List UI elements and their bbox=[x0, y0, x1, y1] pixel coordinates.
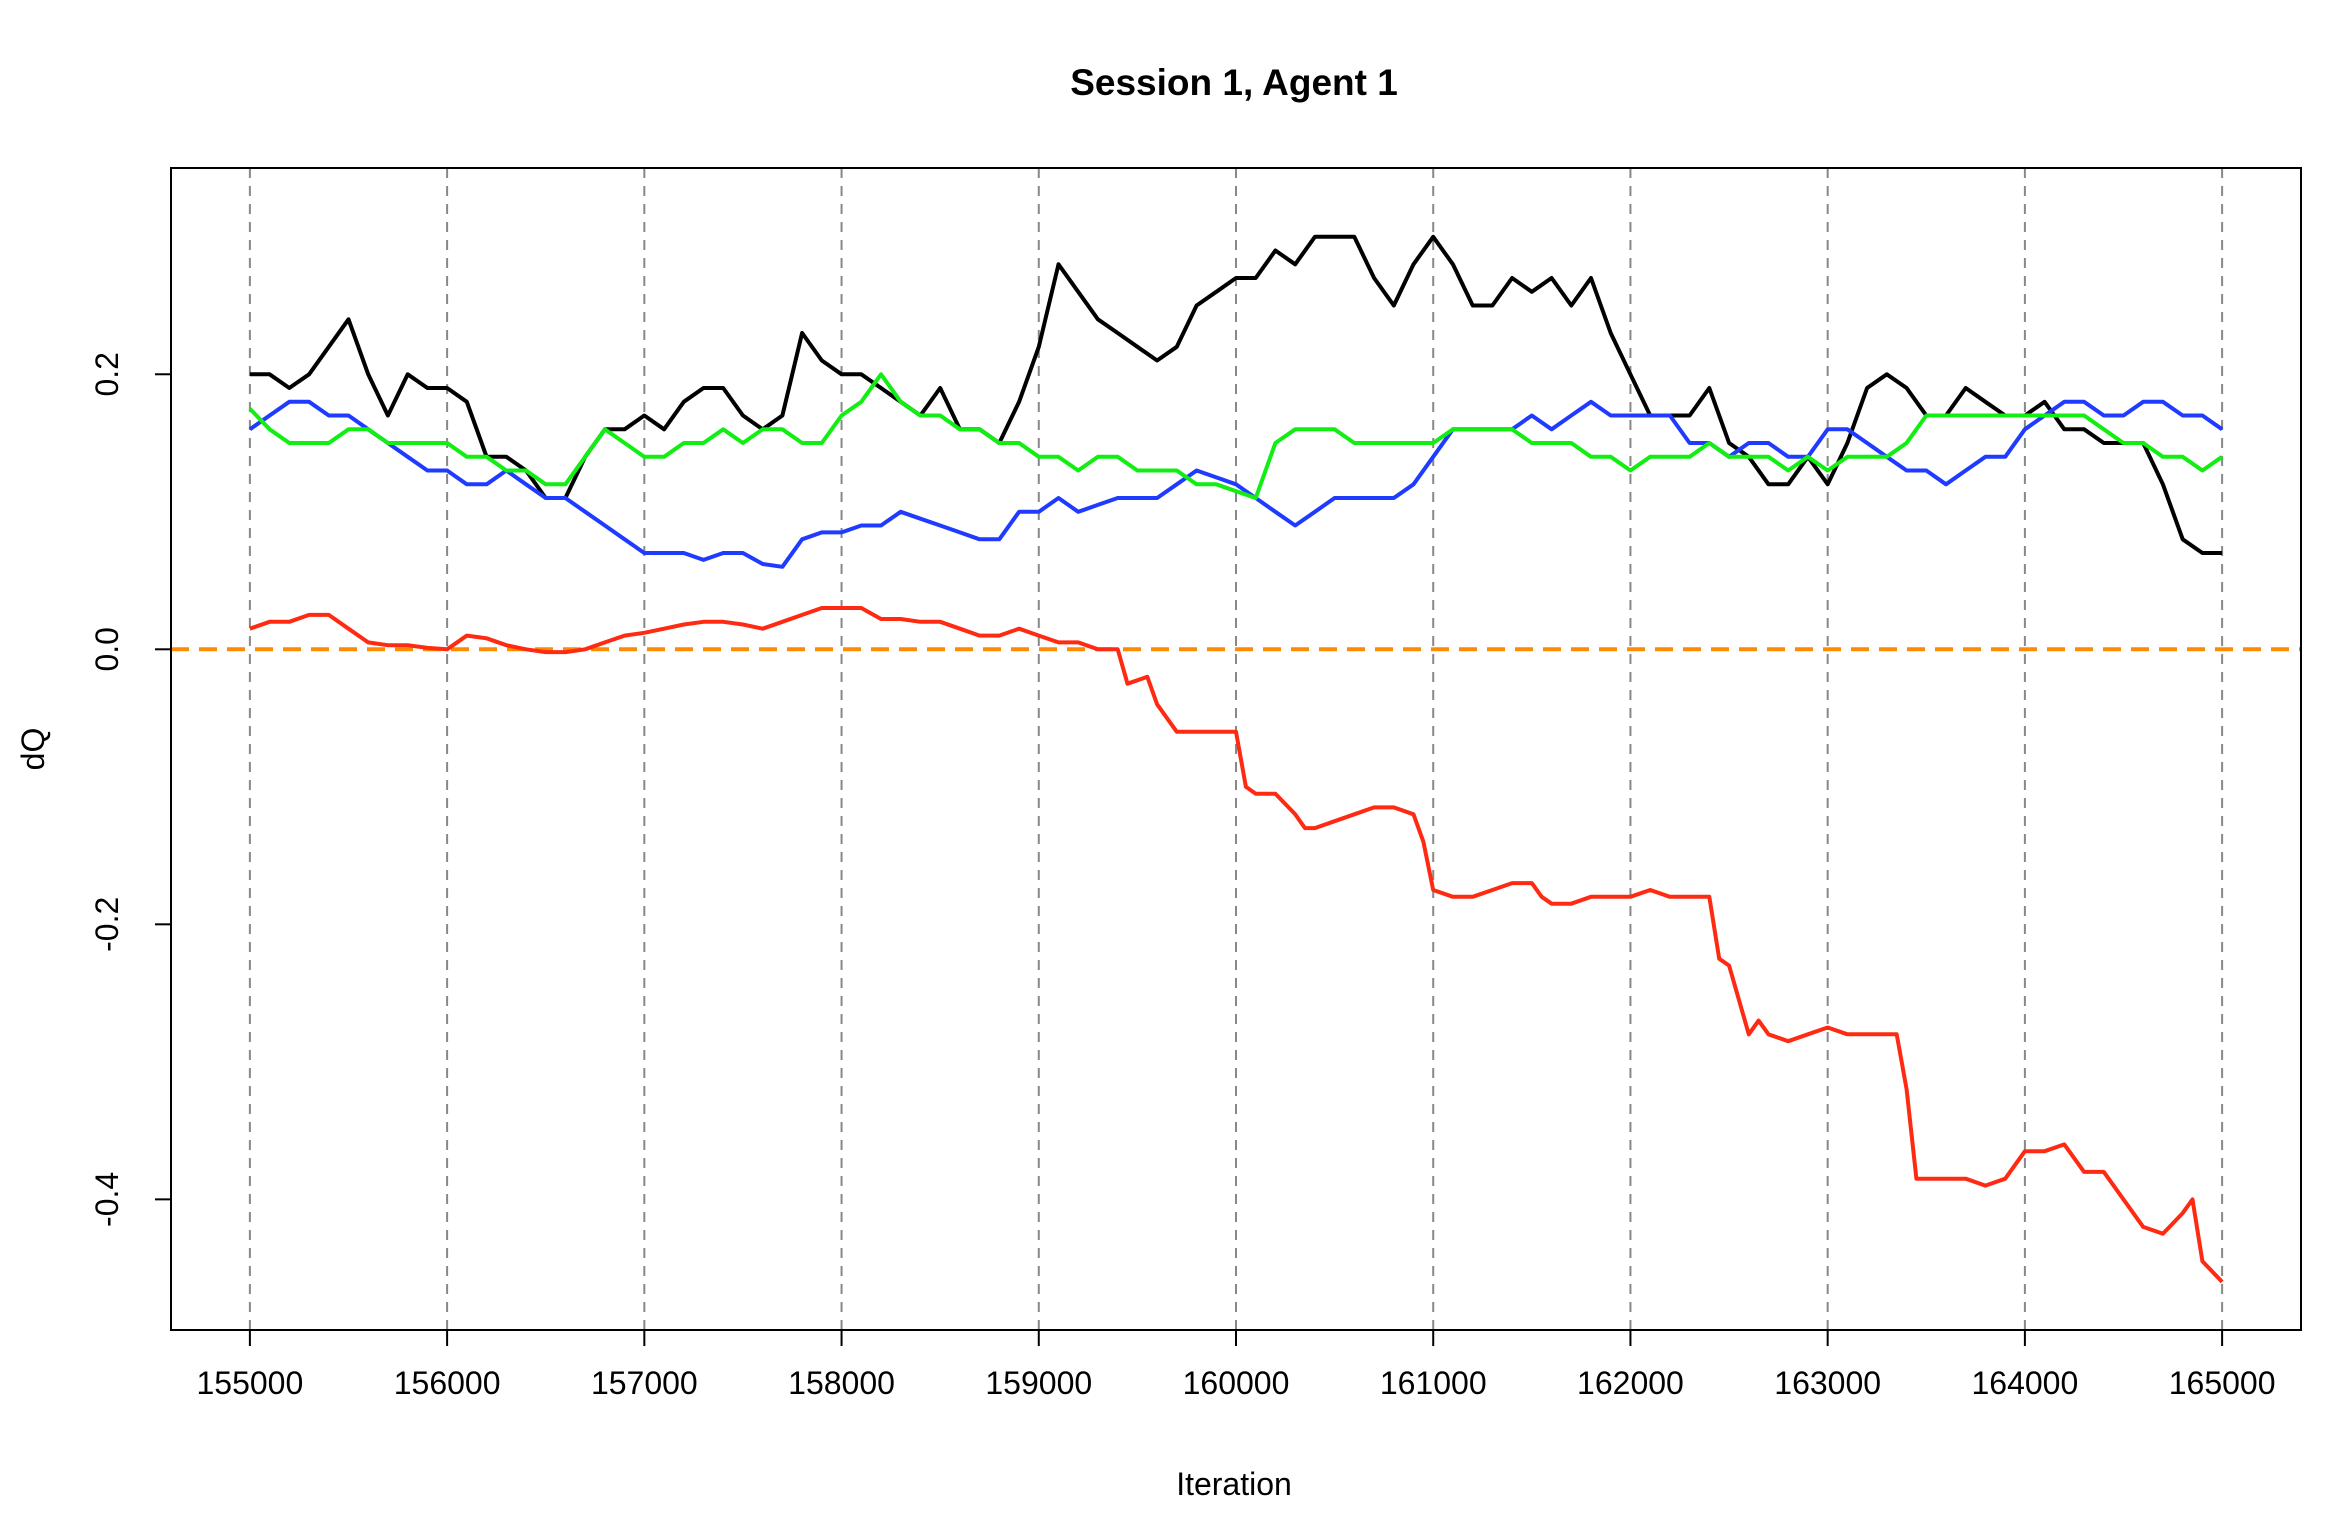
vertical-gridlines bbox=[248, 168, 2224, 1330]
x-axis-label: Iteration bbox=[1176, 1466, 1292, 1502]
series-line-3 bbox=[248, 372, 2224, 500]
x-tick-label: 160000 bbox=[1183, 1365, 1290, 1401]
x-tick-label: 156000 bbox=[394, 1365, 501, 1401]
x-tick-label: 155000 bbox=[196, 1365, 303, 1401]
x-tick-label: 162000 bbox=[1577, 1365, 1684, 1401]
x-tick-label: 159000 bbox=[985, 1365, 1092, 1401]
x-tick-label: 163000 bbox=[1774, 1365, 1881, 1401]
y-tick-label: 0.2 bbox=[89, 352, 125, 396]
x-tick-label: 165000 bbox=[2169, 1365, 2276, 1401]
x-tick-label: 157000 bbox=[591, 1365, 698, 1401]
series-line-1 bbox=[249, 234, 2223, 555]
series-lines bbox=[248, 234, 2224, 1284]
chart-title: Session 1, Agent 1 bbox=[1070, 62, 1398, 103]
x-tick-label: 164000 bbox=[1971, 1365, 2078, 1401]
y-tick-label: -0.2 bbox=[89, 897, 125, 952]
x-tick-label: 161000 bbox=[1380, 1365, 1487, 1401]
y-tick-label: -0.4 bbox=[89, 1172, 125, 1227]
series-line-4 bbox=[249, 606, 2224, 1284]
series-line-2 bbox=[248, 399, 2224, 569]
x-axis: 155000 156000 157000 158000 159000 160000 1610… bbox=[196, 1329, 2276, 1401]
x-tick-label: 158000 bbox=[788, 1365, 895, 1401]
y-axis-label: dQ bbox=[15, 728, 51, 771]
y-axis: -0.4 -0.2 0.0 0.2 bbox=[89, 352, 172, 1227]
y-tick-label: 0.0 bbox=[89, 627, 125, 671]
